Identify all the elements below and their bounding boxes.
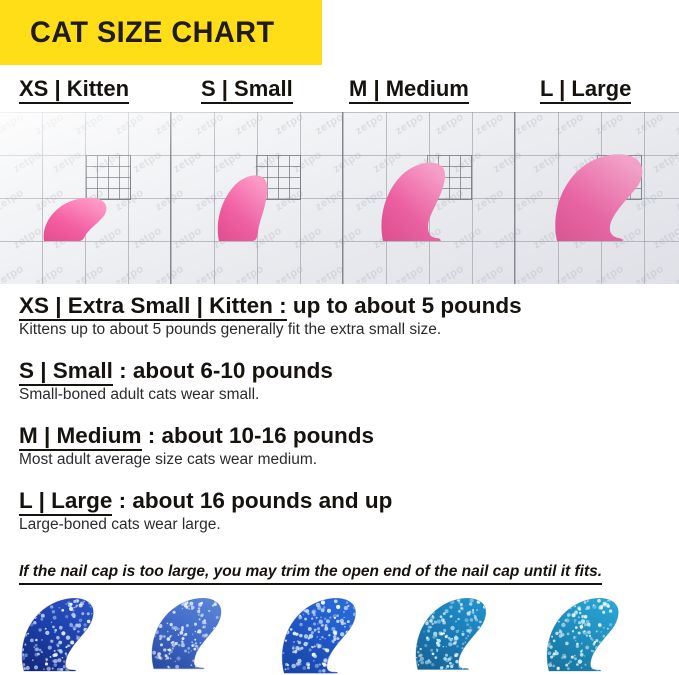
description-heading-rest-l: : about 16 pounds and up: [112, 488, 393, 513]
panel-separator-3: [514, 112, 515, 284]
description-block-s: S | Small : about 6-10 pounds Small-bone…: [0, 357, 679, 406]
glitter-cap-row: [0, 598, 679, 675]
description-block-m: M | Medium : about 10-16 pounds Most adu…: [0, 422, 679, 471]
fin-shape-xs: [41, 196, 110, 242]
size-descriptions: XS | Extra Small | Kitten : up to about …: [0, 292, 679, 536]
description-block-l: L | Large : about 16 pounds and up Large…: [0, 487, 679, 536]
glitter-nail-cap: [18, 598, 102, 672]
description-heading-underlined-s: S | Small: [19, 358, 113, 386]
page-title: CAT SIZE CHART: [30, 15, 275, 49]
fin-comparison-strip: zetpo zetpo zetpo zetpo zetpo zetpo zetpo zetpo…: [0, 112, 679, 284]
description-heading-s: S | Small : about 6-10 pounds: [0, 357, 679, 386]
description-block-xs: XS | Extra Small | Kitten : up to about …: [0, 292, 679, 341]
description-sub-l: Large-boned cats wear large.: [19, 516, 221, 533]
glitter-nail-cap: [148, 598, 229, 670]
fin-shape-m: [378, 162, 464, 242]
minigrid-xs: [86, 155, 131, 200]
description-sub-xs: Kittens up to about 5 pounds generally f…: [19, 321, 442, 338]
fin-shape-l: [551, 154, 649, 242]
description-heading-underlined-m: M | Medium: [19, 423, 142, 451]
trim-footnote: If the nail cap is too large, you may tr…: [19, 562, 603, 585]
description-heading-m: M | Medium : about 10-16 pounds: [0, 422, 679, 451]
description-sub-m: Most adult average size cats wear medium…: [19, 451, 318, 468]
glitter-nail-cap: [543, 598, 627, 672]
description-heading-rest-m: : about 10-16 pounds: [141, 423, 375, 448]
panel-separator-2: [342, 112, 343, 284]
description-heading-rest-xs: up to about 5 pounds: [286, 293, 522, 318]
description-heading-xs: XS | Extra Small | Kitten : up to about …: [0, 292, 679, 321]
glitter-nail-cap: [412, 598, 494, 671]
description-sub-s: Small-boned adult cats wear small.: [19, 386, 260, 403]
title-banner: CAT SIZE CHART: [0, 0, 322, 65]
description-heading-underlined-l: L | Large: [19, 488, 113, 516]
panel-separator-1: [170, 112, 171, 284]
size-label-m: M | Medium: [349, 77, 469, 104]
description-heading-rest-s: : about 6-10 pounds: [112, 358, 333, 383]
size-label-xs: XS | Kitten: [19, 77, 130, 104]
size-label-s: S | Small: [201, 77, 293, 104]
size-label-l: L | Large: [540, 77, 632, 104]
description-heading-underlined-xs: XS | Extra Small | Kitten :: [19, 293, 287, 321]
glitter-nail-cap: [278, 598, 365, 674]
size-label-row: XS | Kitten S | Small M | Medium L | Lar…: [0, 77, 679, 110]
description-heading-l: L | Large : about 16 pounds and up: [0, 487, 679, 516]
fin-shape-s: [215, 174, 281, 242]
